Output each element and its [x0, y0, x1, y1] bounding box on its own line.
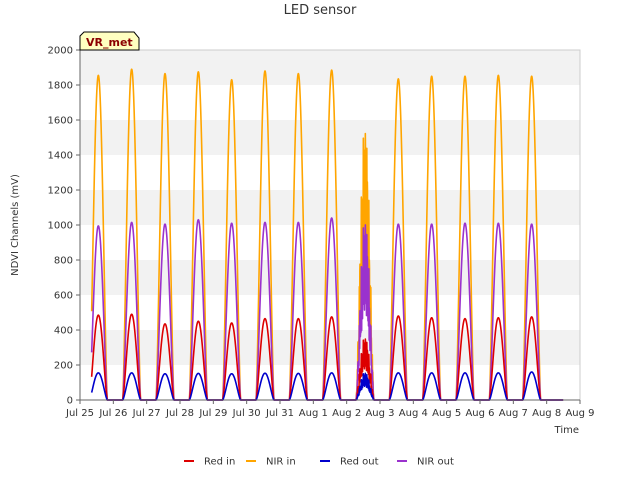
y-tick-label: 1000	[48, 221, 73, 232]
y-tick-label: 200	[54, 361, 73, 372]
legend-label: NIR out	[417, 457, 454, 468]
x-ticks: Jul 25 Jul 26 Jul 27 Jul 28 Jul 29 Jul 30 Jul …	[65, 400, 595, 419]
badge-label: VR_met	[86, 36, 133, 49]
y-tick-label: 600	[54, 291, 73, 302]
y-tick-label: 1800	[48, 81, 73, 92]
y-tick-label: 400	[54, 326, 73, 337]
x-axis-title: Time	[554, 425, 579, 436]
x-tick-label: Aug 6	[465, 408, 494, 419]
x-tick-label: Aug 8	[532, 408, 561, 419]
badge-shape	[79, 31, 140, 51]
x-tick-label: Jul 29	[198, 408, 227, 419]
x-tick-label: Aug 2	[332, 408, 361, 419]
x-tick-label: Aug 4	[399, 408, 428, 419]
y-ticks: 0 200 400 600 800 1000 1200 1400 1600 1800 2000	[48, 46, 80, 407]
x-tick-label: Aug 7	[499, 408, 528, 419]
station-badge: VR_met	[79, 31, 140, 51]
y-tick-label: 1600	[48, 116, 73, 127]
legend: Red in NIR in Red out NIR out	[184, 457, 454, 468]
grid-band	[80, 330, 580, 365]
x-tick-label: Jul 30	[232, 408, 261, 419]
chart-title: LED sensor	[284, 3, 357, 18]
x-tick-label: Aug 1	[299, 408, 328, 419]
x-tick-label: Aug 3	[365, 408, 394, 419]
y-tick-label: 1400	[48, 151, 73, 162]
x-tick-label: Jul 27	[132, 408, 161, 419]
y-tick-label: 2000	[48, 46, 73, 57]
legend-label: Red in	[204, 457, 235, 468]
x-tick-label: Jul 28	[165, 408, 194, 419]
x-tick-label: Aug 9	[565, 408, 594, 419]
x-tick-label: Jul 26	[98, 408, 127, 419]
grid-band	[80, 120, 580, 155]
legend-label: Red out	[340, 457, 379, 468]
legend-label: NIR in	[266, 457, 296, 468]
y-tick-label: 0	[67, 396, 73, 407]
grid-band	[80, 190, 580, 225]
y-axis-title: NDVI Channels (mV)	[10, 174, 21, 276]
y-tick-label: 1200	[48, 186, 73, 197]
grid-band	[80, 260, 580, 295]
y-tick-label: 800	[54, 256, 73, 267]
x-tick-label: Jul 31	[265, 408, 294, 419]
grid-band	[80, 365, 580, 400]
x-tick-label: Jul 25	[65, 408, 94, 419]
grid-band	[80, 155, 580, 190]
x-tick-label: Aug 5	[432, 408, 461, 419]
